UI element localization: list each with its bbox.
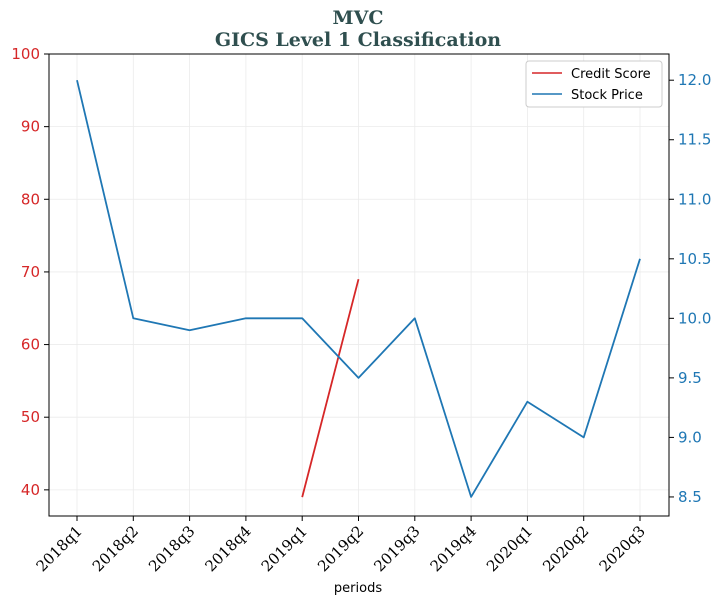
x-tick-label: 2019q3 xyxy=(370,522,423,575)
x-tick-label: 2018q3 xyxy=(145,522,198,575)
y-right-tick-label: 10.0 xyxy=(678,309,711,327)
legend: Credit Score Stock Price xyxy=(525,60,663,108)
y-left-tick-label: 90 xyxy=(21,118,40,136)
x-tick-label: 2020q3 xyxy=(596,522,649,575)
x-tick-label: 2019q4 xyxy=(427,522,480,575)
y-left-tick-label: 100 xyxy=(11,45,40,63)
y-right-tick-label: 8.5 xyxy=(678,488,702,506)
y-right-tick-label: 9.0 xyxy=(678,428,702,446)
x-tick-label: 2019q1 xyxy=(258,522,311,575)
x-tick-label: 2019q2 xyxy=(314,522,367,575)
x-tick-label: 2018q1 xyxy=(33,522,86,575)
x-axis-label: periods xyxy=(334,581,382,596)
y-left-tick-label: 50 xyxy=(21,408,40,426)
axes: 2018q1 2018q2 2018q3 2018q4 2019q1 2019q2 2019… xyxy=(11,45,711,575)
y-right-tick-label: 11.0 xyxy=(678,190,711,208)
x-tick-label: 2018q4 xyxy=(201,522,254,575)
series-line-credit-score xyxy=(301,278,360,498)
y-left-tick-label: 80 xyxy=(21,190,40,208)
y-left-tick-label: 60 xyxy=(21,336,40,354)
y-right-tick-label: 9.5 xyxy=(678,369,702,387)
x-tick-label: 2020q2 xyxy=(539,522,592,575)
y-left-tick-label: 70 xyxy=(21,263,40,281)
series-lines xyxy=(76,79,641,498)
chart-title: MVC xyxy=(333,7,384,29)
x-tick-label: 2020q1 xyxy=(483,522,536,575)
x-tick-label: 2018q2 xyxy=(89,522,142,575)
y-right-tick-label: 12.0 xyxy=(678,71,711,89)
grid xyxy=(49,53,669,516)
legend-label-stock-price: Stock Price xyxy=(571,88,643,103)
chart-subtitle: GICS Level 1 Classification xyxy=(215,29,501,51)
y-right-tick-label: 11.5 xyxy=(678,131,711,149)
plot-frame xyxy=(48,53,670,517)
series-line-stock-price xyxy=(76,79,641,498)
y-right-tick-label: 10.5 xyxy=(678,250,711,268)
legend-label-credit-score: Credit Score xyxy=(571,67,651,82)
y-left-tick-label: 40 xyxy=(21,481,40,499)
